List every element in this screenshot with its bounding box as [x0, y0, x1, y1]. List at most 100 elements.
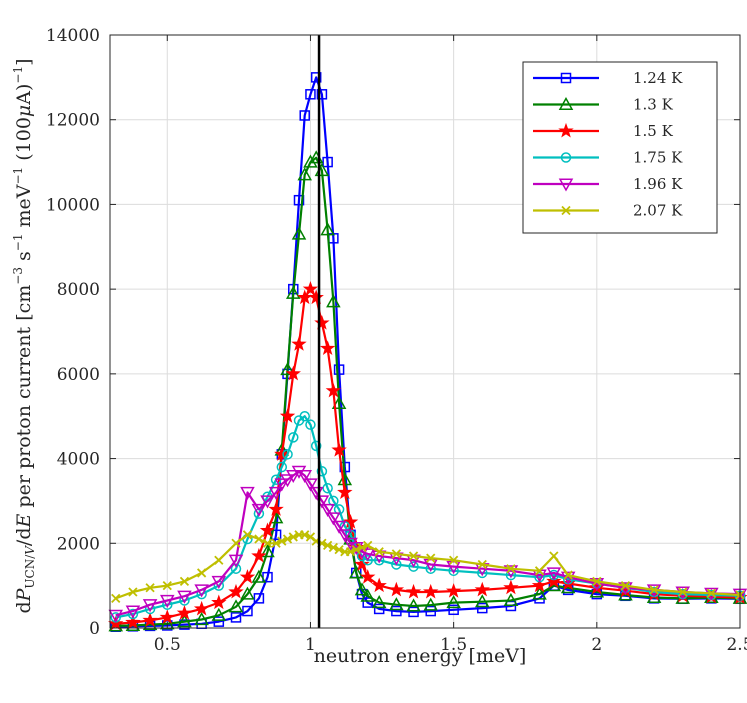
data-point	[196, 568, 207, 578]
x-marker-stroke	[282, 534, 293, 544]
data-point	[371, 577, 387, 593]
y-tick-label: 10000	[46, 195, 100, 215]
data-point	[230, 563, 242, 574]
data-point	[308, 289, 324, 305]
data-point	[325, 382, 342, 398]
data-point	[285, 285, 301, 299]
data-point	[262, 538, 273, 548]
data-point	[343, 537, 358, 551]
data-point	[592, 576, 602, 587]
data-point	[371, 595, 387, 609]
x-marker-stroke	[322, 540, 333, 551]
data-point	[277, 536, 287, 546]
data-point	[279, 408, 296, 423]
x-marker-stroke	[288, 532, 298, 542]
data-point	[230, 612, 242, 623]
data-point	[354, 556, 370, 571]
data-point	[333, 364, 345, 375]
data-point	[334, 545, 344, 555]
data-point	[360, 588, 376, 602]
data-point	[316, 89, 328, 100]
x-marker-stroke	[357, 542, 367, 553]
x-marker-stroke	[706, 588, 717, 598]
data-point	[259, 522, 276, 538]
data-point	[546, 573, 562, 588]
x-marker-stroke	[162, 581, 172, 591]
data-point	[305, 89, 316, 100]
data-point	[274, 478, 290, 492]
x-marker-stroke	[561, 205, 571, 216]
tick-label-layer: 0.5 1 1.5 2 2.5 0 2000 4000 6000 8000 10000 12000 14…	[46, 26, 747, 655]
data-point	[300, 530, 310, 540]
x-marker-stroke	[328, 542, 339, 553]
data-point	[320, 503, 335, 517]
data-point	[240, 586, 255, 600]
x-marker-stroke	[649, 585, 659, 595]
data-point	[477, 602, 488, 614]
data-point	[194, 611, 209, 626]
data-point	[108, 615, 124, 631]
x-marker-stroke	[196, 568, 207, 578]
data-point	[211, 607, 227, 621]
data-point	[531, 577, 548, 593]
data-point	[274, 446, 290, 461]
data-point	[408, 561, 419, 572]
data-point	[302, 281, 319, 296]
data-point	[111, 593, 121, 603]
x-marker-stroke	[678, 587, 688, 597]
legend-marker	[560, 72, 572, 84]
data-point	[305, 532, 316, 542]
data-point	[310, 440, 322, 452]
x-tick-label: 1	[305, 635, 316, 655]
x-marker-stroke	[391, 549, 402, 559]
data-point	[211, 594, 227, 610]
x-marker-stroke	[334, 545, 344, 555]
x-marker-stroke	[408, 551, 419, 561]
data-point	[280, 362, 295, 376]
data-point	[282, 534, 293, 544]
legend-label: 1.75 K	[633, 149, 683, 167]
x-marker-stroke	[300, 530, 310, 540]
data-point	[342, 514, 359, 529]
x-marker-stroke	[128, 587, 138, 597]
data-point	[360, 569, 376, 584]
data-point	[362, 597, 373, 608]
data-point	[337, 529, 353, 543]
data-point	[706, 588, 717, 598]
y-tick-label: 4000	[57, 450, 100, 470]
legend-entry: 1.24 K	[533, 69, 683, 87]
data-point	[348, 565, 364, 579]
data-point	[239, 569, 256, 584]
x-marker-stroke	[271, 538, 281, 548]
data-point	[228, 583, 244, 599]
data-point	[445, 583, 462, 598]
data-point	[251, 547, 267, 563]
x-marker-stroke	[592, 576, 602, 587]
x-marker-stroke	[374, 547, 384, 557]
data-point	[408, 551, 419, 561]
data-point	[474, 594, 490, 608]
series-2-07-K	[111, 530, 745, 603]
data-point	[162, 581, 172, 591]
data-point	[448, 555, 459, 565]
data-point	[474, 581, 490, 597]
data-point	[299, 110, 310, 121]
data-point	[125, 605, 141, 619]
data-point	[357, 542, 367, 553]
x-marker-stroke	[426, 553, 436, 563]
x-axis-title: neutron energy [meV]	[314, 645, 527, 667]
data-point	[260, 495, 275, 509]
legend-label: 1.24 K	[633, 69, 683, 87]
data-point	[177, 590, 192, 604]
legend-entries: 1.24 K 1.3 K 1.5 K 1.75 K 1.96 K 2.07 K	[533, 69, 683, 220]
data-point	[678, 587, 688, 597]
data-point	[303, 478, 318, 492]
y-tick-label: 12000	[46, 111, 100, 131]
x-marker-stroke	[448, 555, 459, 565]
legend: 1.24 K 1.3 K 1.5 K 1.75 K 1.96 K 2.07 K	[522, 61, 718, 234]
data-point	[546, 567, 562, 581]
x-marker-stroke	[351, 545, 361, 555]
data-point	[532, 586, 547, 600]
data-point	[331, 395, 347, 410]
data-point	[253, 593, 265, 604]
